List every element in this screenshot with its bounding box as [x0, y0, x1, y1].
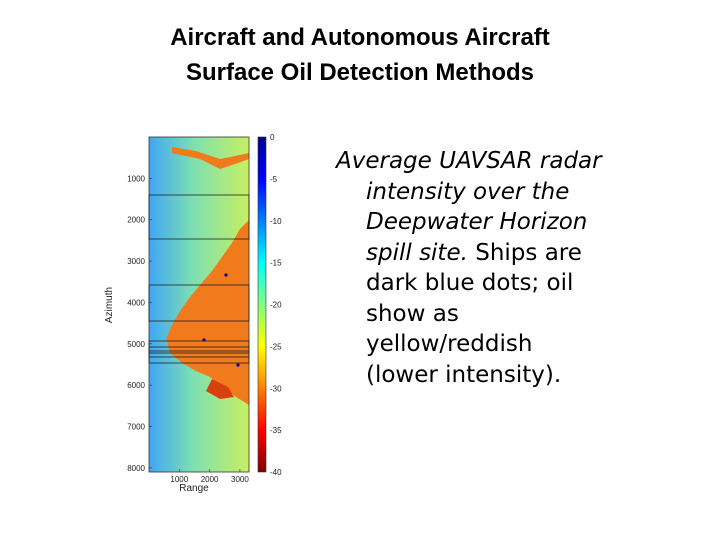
x-tick-label: 1000 — [170, 475, 188, 484]
colorbar — [257, 136, 267, 473]
radar-figure-svg: 1000 2000 3000 4000 5000 6000 7000 8000 Azimuth… — [104, 133, 282, 494]
y-axis-ticks: 1000 2000 3000 4000 5000 6000 7000 8000 — [127, 174, 152, 473]
y-tick-label: 3000 — [127, 257, 145, 266]
overlay-box — [148, 346, 250, 358]
y-tick-label: 4000 — [127, 298, 145, 307]
radar-intensity-figure: 1000 2000 3000 4000 5000 6000 7000 8000 Azimuth… — [100, 125, 300, 505]
caption-line-5: dark blue dots; oil — [366, 270, 574, 296]
x-tick-label: 3000 — [231, 475, 249, 484]
radar-image — [149, 137, 249, 472]
overlay-box — [148, 340, 250, 352]
overlay-box — [148, 352, 250, 364]
y-tick-label: 6000 — [127, 381, 145, 390]
colorbar-tick-label: -20 — [270, 301, 282, 310]
overlay-box — [148, 284, 250, 322]
oil-slick-region — [166, 220, 249, 405]
caption-line-4: spill site. Ships are — [366, 239, 582, 266]
caption-line-2: intensity over the — [366, 178, 570, 205]
y-tick-label: 1000 — [127, 174, 145, 183]
y-tick-label: 7000 — [127, 423, 145, 432]
colorbar-tick-label: -15 — [270, 259, 282, 268]
colorbar-tick-label: -10 — [270, 217, 282, 226]
colorbar-tick-label: -35 — [270, 426, 282, 435]
caption-line-8: (lower intensity). — [366, 361, 562, 388]
overlay-boxes — [148, 194, 250, 364]
slide-title-line-1: Aircraft and Autonomous Aircraft — [170, 24, 550, 51]
y-axis-label: Azimuth — [104, 287, 115, 323]
colorbar-tick-label: 0 — [270, 133, 275, 142]
caption-line-6: show as — [366, 300, 459, 327]
colorbar-tick-label: -30 — [270, 384, 282, 393]
caption-line-7: yellow/reddish — [366, 331, 533, 357]
colorbar-tick-label: -25 — [270, 342, 282, 351]
oil-patch — [206, 379, 234, 399]
overlay-box — [148, 194, 250, 240]
ship-dot — [224, 273, 228, 277]
x-axis-ticks: 1000 2000 3000 — [170, 469, 249, 484]
y-tick-label: 2000 — [127, 216, 145, 225]
y-tick-label: 8000 — [127, 464, 145, 473]
figure-caption: Average UAVSAR radar intensity over the … — [336, 146, 676, 390]
colorbar-tick-label: -5 — [270, 175, 278, 184]
y-tick-label: 5000 — [127, 340, 145, 349]
slide-title-line-2: Surface Oil Detection Methods — [185, 59, 535, 86]
x-tick-label: 2000 — [201, 475, 219, 484]
colorbar-tick-label: -40 — [270, 468, 282, 477]
oil-streak — [172, 147, 249, 169]
slide-title: Aircraft and Autonomous Aircraft Surface… — [80, 20, 640, 90]
x-axis-label: Range — [179, 483, 209, 494]
caption-line-1: Average UAVSAR radar — [336, 148, 602, 174]
ship-dot — [236, 363, 240, 367]
colorbar-ticks: 0 -5 -10 -15 -20 -25 -30 -35 -40 — [270, 133, 282, 477]
caption-line-3: Deepwater Horizon — [366, 209, 588, 235]
